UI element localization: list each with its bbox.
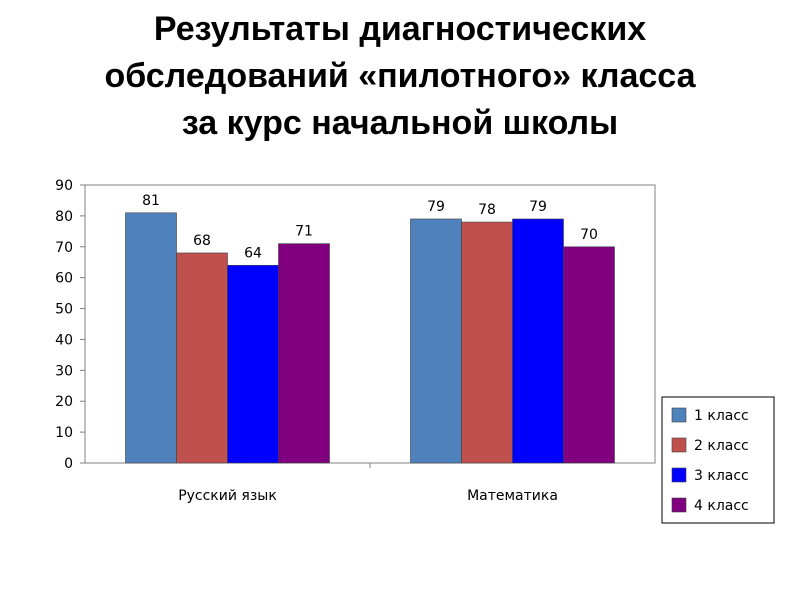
- data-label: 79: [529, 199, 547, 215]
- bar: [410, 218, 462, 464]
- y-tick-label: 70: [55, 240, 73, 256]
- bars: [125, 212, 615, 464]
- legend-label: 4 класс: [694, 498, 749, 514]
- title-line-2: обследований «пилотного» класса: [104, 57, 696, 95]
- bar: [278, 243, 330, 464]
- data-label: 79: [427, 199, 445, 215]
- legend-swatch: [671, 467, 687, 483]
- legend-swatch: [671, 407, 687, 423]
- y-tick-label: 80: [55, 209, 73, 225]
- legend-swatch: [671, 437, 687, 453]
- y-tick-label: 30: [55, 363, 73, 379]
- data-label: 71: [295, 224, 313, 240]
- y-tick-label: 50: [55, 302, 73, 318]
- data-label: 64: [244, 245, 262, 261]
- data-label: 78: [478, 202, 496, 218]
- y-tick-label: 10: [55, 425, 73, 441]
- bar: [176, 252, 228, 464]
- legend: 1 класс 2 класс 3 класс 4 класс: [661, 396, 775, 524]
- legend-swatch: [671, 497, 687, 513]
- bar: [512, 218, 564, 464]
- legend-label: 2 класс: [694, 438, 749, 454]
- y-tick-label: 40: [55, 332, 73, 348]
- title-line-3: за курс начальной школы: [181, 104, 619, 142]
- title-line-1: Результаты диагностических: [153, 10, 647, 48]
- data-label: 70: [580, 227, 598, 243]
- y-tick-label: 90: [55, 178, 73, 194]
- page-title: Результаты диагностических обследований …: [0, 6, 800, 147]
- bar: [227, 265, 279, 464]
- bar: [563, 246, 615, 464]
- y-tick-label: 20: [55, 394, 73, 410]
- y-tick-label: 60: [55, 271, 73, 287]
- legend-label: 3 класс: [694, 468, 749, 484]
- category-label: Математика: [467, 488, 558, 504]
- data-label: 68: [193, 233, 211, 249]
- y-tick-label: 0: [64, 456, 73, 472]
- category-label: Русский язык: [178, 488, 277, 504]
- bar: [461, 221, 513, 464]
- data-labels: 81 68 64 71 79 78 79 70: [142, 193, 598, 262]
- bar: [125, 212, 177, 464]
- legend-label: 1 класс: [694, 408, 749, 424]
- data-label: 81: [142, 193, 160, 209]
- category-labels: Русский язык Математика: [178, 463, 558, 504]
- y-axis-ticks: 0 10 20 30 40 50 60 70 80 90: [55, 178, 85, 472]
